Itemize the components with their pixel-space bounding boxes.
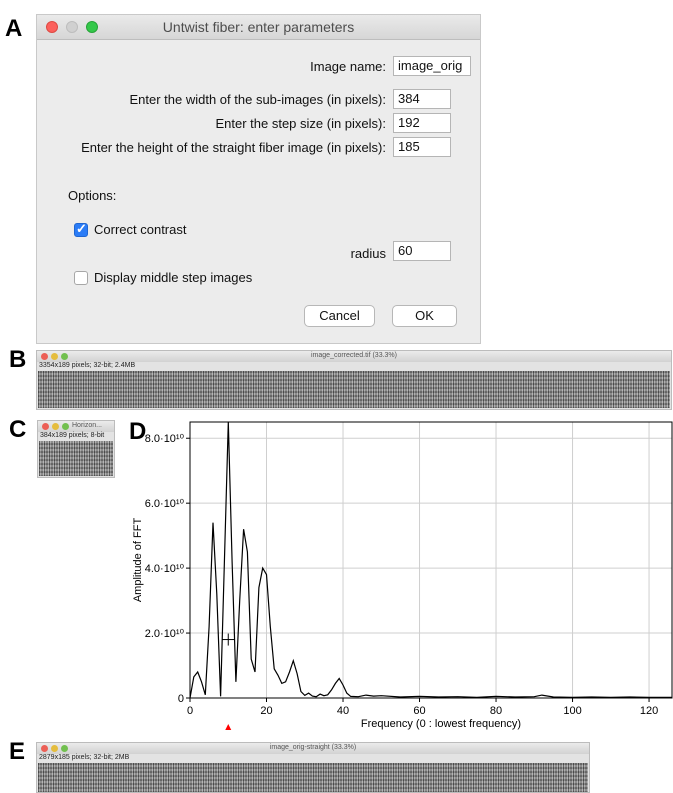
- x-tick-label: 80: [490, 705, 502, 717]
- close-icon[interactable]: [41, 353, 48, 360]
- close-icon[interactable]: [41, 745, 48, 752]
- cancel-button[interactable]: Cancel: [304, 305, 375, 327]
- image-info: 2879x185 pixels; 32-bit; 2MB: [39, 754, 130, 761]
- y-tick-label: 6.0·10¹⁰: [145, 498, 185, 510]
- step-size-field[interactable]: 192: [393, 113, 451, 133]
- panel-label-e: E: [9, 738, 26, 765]
- step-size-label: Enter the step size (in pixels):: [215, 116, 386, 131]
- y-tick-label: 8.0·10¹⁰: [145, 433, 185, 445]
- image-info: 384x189 pixels; 8-bit: [40, 432, 105, 439]
- window-titlebar[interactable]: Horizon...: [38, 421, 114, 432]
- minimize-icon[interactable]: [66, 21, 78, 33]
- panel-label-a: A: [5, 15, 23, 42]
- dialog-titlebar[interactable]: Untwist fiber: enter parameters: [37, 15, 480, 40]
- window-title: Horizon...: [72, 422, 102, 429]
- y-tick-label: 0: [178, 693, 184, 705]
- x-tick-label: 60: [413, 705, 425, 717]
- x-axis-label: Frequency (0 : lowest frequency): [361, 718, 521, 730]
- close-icon[interactable]: [42, 423, 49, 430]
- x-tick-label: 100: [563, 705, 581, 717]
- radius-field[interactable]: 60: [393, 241, 451, 261]
- height-field[interactable]: 185: [393, 137, 451, 157]
- y-tick-label: 4.0·10¹⁰: [145, 563, 185, 575]
- panel-label-d: D: [129, 418, 147, 445]
- panel-label-c: C: [9, 416, 27, 443]
- zoom-icon[interactable]: [61, 745, 68, 752]
- display-middle-checkbox[interactable]: [74, 271, 88, 285]
- window-titlebar[interactable]: image_corrected.tif (33.3%): [37, 351, 671, 362]
- image-info: 3354x189 pixels; 32-bit; 2.4MB: [39, 362, 136, 369]
- radius-label: radius: [350, 246, 386, 261]
- untwist-dialog: Untwist fiber: enter parameters Image na…: [36, 14, 481, 344]
- height-label: Enter the height of the straight fiber i…: [81, 140, 386, 155]
- plot-frame: [189, 421, 673, 699]
- window-title: image_orig-straight (33.3%): [269, 744, 357, 751]
- dialog-title: Untwist fiber: enter parameters: [162, 19, 355, 35]
- red-arrow-head: [225, 724, 232, 730]
- ok-button[interactable]: OK: [392, 305, 457, 327]
- fft-amplitude-line: [189, 421, 672, 699]
- x-tick-label: 0: [187, 705, 193, 717]
- correct-contrast-label: Correct contrast: [94, 222, 187, 237]
- zoom-icon[interactable]: [61, 353, 68, 360]
- y-axis-label: Amplitude of FFT: [132, 518, 144, 603]
- width-label: Enter the width of the sub-images (in pi…: [129, 92, 386, 107]
- window-titlebar[interactable]: image_orig-straight (33.3%): [37, 743, 589, 754]
- panel-label-b: B: [9, 346, 27, 373]
- window-title: image_corrected.tif (33.3%): [311, 352, 397, 359]
- horizon-image: [39, 441, 113, 476]
- straight-image-window[interactable]: image_orig-straight (33.3%) 2879x185 pix…: [36, 742, 590, 793]
- minimize-icon[interactable]: [52, 423, 59, 430]
- correct-contrast-checkbox[interactable]: [74, 221, 88, 237]
- image-name-field[interactable]: image_orig: [393, 56, 471, 76]
- x-tick-label: 40: [337, 705, 349, 717]
- zoom-icon[interactable]: [86, 21, 98, 33]
- straight-image: [38, 763, 588, 792]
- x-tick-label: 120: [640, 705, 658, 717]
- corrected-image-window[interactable]: image_corrected.tif (33.3%) 3354x189 pix…: [36, 350, 672, 410]
- display-middle-label: Display middle step images: [94, 270, 253, 285]
- close-icon[interactable]: [46, 21, 58, 33]
- minimize-icon[interactable]: [51, 745, 58, 752]
- x-tick-label: 20: [260, 705, 272, 717]
- zoom-icon[interactable]: [62, 423, 69, 430]
- corrected-image: [38, 371, 670, 408]
- fft-chart: 0 20 40 60 80 100 120 0 2.0·10¹⁰ 4.0·10¹⁰ 6.0·10¹⁰…: [132, 421, 673, 730]
- y-tick-label: 2.0·10¹⁰: [145, 628, 185, 640]
- width-field[interactable]: 384: [393, 89, 451, 109]
- minimize-icon[interactable]: [51, 353, 58, 360]
- horizon-image-window[interactable]: Horizon... 384x189 pixels; 8-bit: [37, 420, 115, 478]
- options-label: Options:: [68, 188, 117, 203]
- image-name-label: Image name:: [310, 59, 386, 74]
